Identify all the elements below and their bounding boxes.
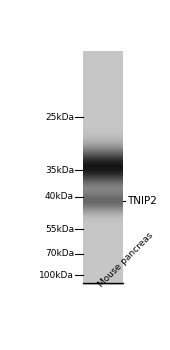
Text: 55kDa: 55kDa xyxy=(45,225,74,234)
Text: 70kDa: 70kDa xyxy=(45,249,74,258)
Text: 40kDa: 40kDa xyxy=(45,193,74,202)
Text: 100kDa: 100kDa xyxy=(39,271,74,280)
Text: TNIP2: TNIP2 xyxy=(127,196,157,206)
Text: 35kDa: 35kDa xyxy=(45,166,74,175)
Text: 25kDa: 25kDa xyxy=(45,113,74,122)
Text: Mouse pancreas: Mouse pancreas xyxy=(97,230,155,289)
